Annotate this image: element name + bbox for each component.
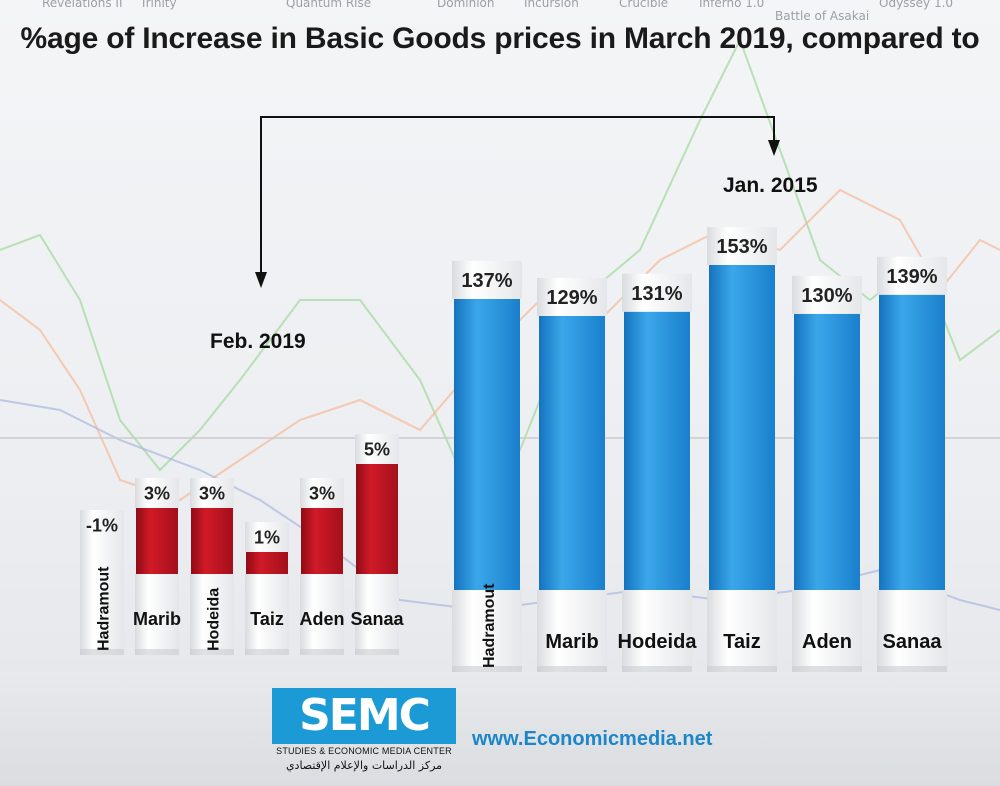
background-word: Crucible (619, 0, 669, 10)
value-cap-hodeida (622, 273, 692, 312)
category-label-taiz: Taiz (723, 631, 760, 653)
background-word: Odyssey 1.0 (879, 0, 954, 10)
value-label-hodeida: 131% (631, 283, 682, 305)
logo-arabic-name: مركز الدراسات والإعلام الإقتصادي (285, 759, 443, 772)
pedestal-hodeida (190, 574, 234, 655)
value-cap-hadramout (80, 510, 124, 540)
pedestal-aden (300, 574, 344, 655)
website-link[interactable]: www.Economicmedia.net (472, 728, 713, 750)
category-label-taiz: Taiz (250, 609, 284, 629)
bar-taiz (246, 552, 288, 574)
value-cap-marib (537, 277, 607, 316)
category-label-sanaa: Sanaa (883, 631, 943, 653)
bar-marib (539, 315, 605, 590)
bar-sanaa (356, 464, 398, 574)
group-label-jan-2015: Jan. 2015 (723, 174, 818, 197)
logo-wordmark: SEMC (299, 690, 431, 741)
group-label-feb-2019: Feb. 2019 (210, 330, 306, 353)
comparison-arrow (255, 116, 780, 288)
value-label-taiz: 153% (716, 236, 767, 258)
value-cap-taiz (707, 227, 777, 265)
logo-band (272, 688, 456, 744)
pedestal-marib (135, 574, 179, 655)
bar-marib (136, 508, 178, 574)
bar-aden (301, 508, 343, 574)
bar-hadramout (454, 298, 520, 590)
value-label-sanaa: 5% (364, 439, 390, 459)
background-word: Trinity (140, 0, 177, 10)
semc-logo: SEMC STUDIES & ECONOMIC MEDIA CENTER مرك… (272, 688, 456, 778)
background-word: Quantum Rise (286, 0, 372, 10)
background-word: Inferno 1.0 (699, 0, 765, 10)
bar-group-feb-2019: -1% Hadramout 3% Marib 3% Hodeida 1% Taiz 3% Aden… (80, 434, 404, 655)
value-label-aden: 3% (309, 483, 335, 503)
category-label-marib: Marib (545, 631, 598, 653)
pedestal-hadramout (80, 540, 124, 655)
bar-hodeida (191, 508, 233, 574)
value-label-taiz: 1% (254, 527, 280, 547)
value-cap-aden (300, 478, 344, 508)
value-cap-hodeida (190, 478, 234, 508)
value-cap-hadramout (452, 260, 522, 299)
category-label-sanaa: Sanaa (350, 609, 404, 629)
category-label-aden: Aden (802, 631, 852, 653)
value-label-hodeida: 3% (199, 483, 225, 503)
value-cap-sanaa (355, 434, 399, 464)
value-cap-marib (135, 478, 179, 508)
chart-title: %age of Increase in Basic Goods prices i… (20, 22, 980, 55)
pedestal-sanaa (877, 590, 947, 672)
category-label-marib: Marib (133, 609, 181, 629)
value-cap-aden (792, 275, 862, 314)
background-word: Incursion (524, 0, 579, 10)
pedestal-sanaa (355, 574, 399, 655)
value-label-sanaa: 139% (886, 266, 937, 288)
bar-groups: -1% Hadramout 3% Marib 3% Hodeida 1% Taiz 3% Aden… (80, 227, 947, 672)
pedestal-taiz (707, 590, 777, 672)
pedestal-aden (792, 590, 862, 672)
logo-subtitle: STUDIES & ECONOMIC MEDIA CENTER (276, 746, 452, 756)
value-label-hadramout: -1% (86, 515, 118, 535)
pedestal-taiz (245, 574, 289, 655)
category-label-hodeida: Hodeida (205, 588, 222, 651)
value-cap-sanaa (877, 256, 947, 295)
value-label-aden: 130% (801, 285, 852, 307)
value-cap-taiz (245, 522, 289, 552)
value-label-marib: 129% (546, 287, 597, 309)
bar-taiz (709, 265, 775, 590)
bar-group-jan-2015: 137% Hadramout 129% Marib 131% Hodeida 153% Tai… (452, 227, 947, 672)
category-label-hodeida: Hodeida (618, 631, 698, 653)
category-label-hadramout: Hadramout (481, 583, 498, 668)
bar-sanaa (879, 294, 945, 590)
background-word: Revelations II (42, 0, 123, 10)
bar-aden (794, 313, 860, 590)
pedestal-marib (537, 590, 607, 672)
category-label-hadramout: Hadramout (95, 566, 112, 651)
pedestal-hodeida (622, 590, 692, 672)
category-label-aden: Aden (300, 609, 345, 629)
bar-hodeida (624, 311, 690, 590)
background-word: Dominion (437, 0, 495, 10)
value-label-hadramout: 137% (461, 270, 512, 292)
background-word: Battle of Asakai (775, 9, 870, 23)
pedestal-hadramout (452, 590, 522, 672)
value-label-marib: 3% (144, 483, 170, 503)
